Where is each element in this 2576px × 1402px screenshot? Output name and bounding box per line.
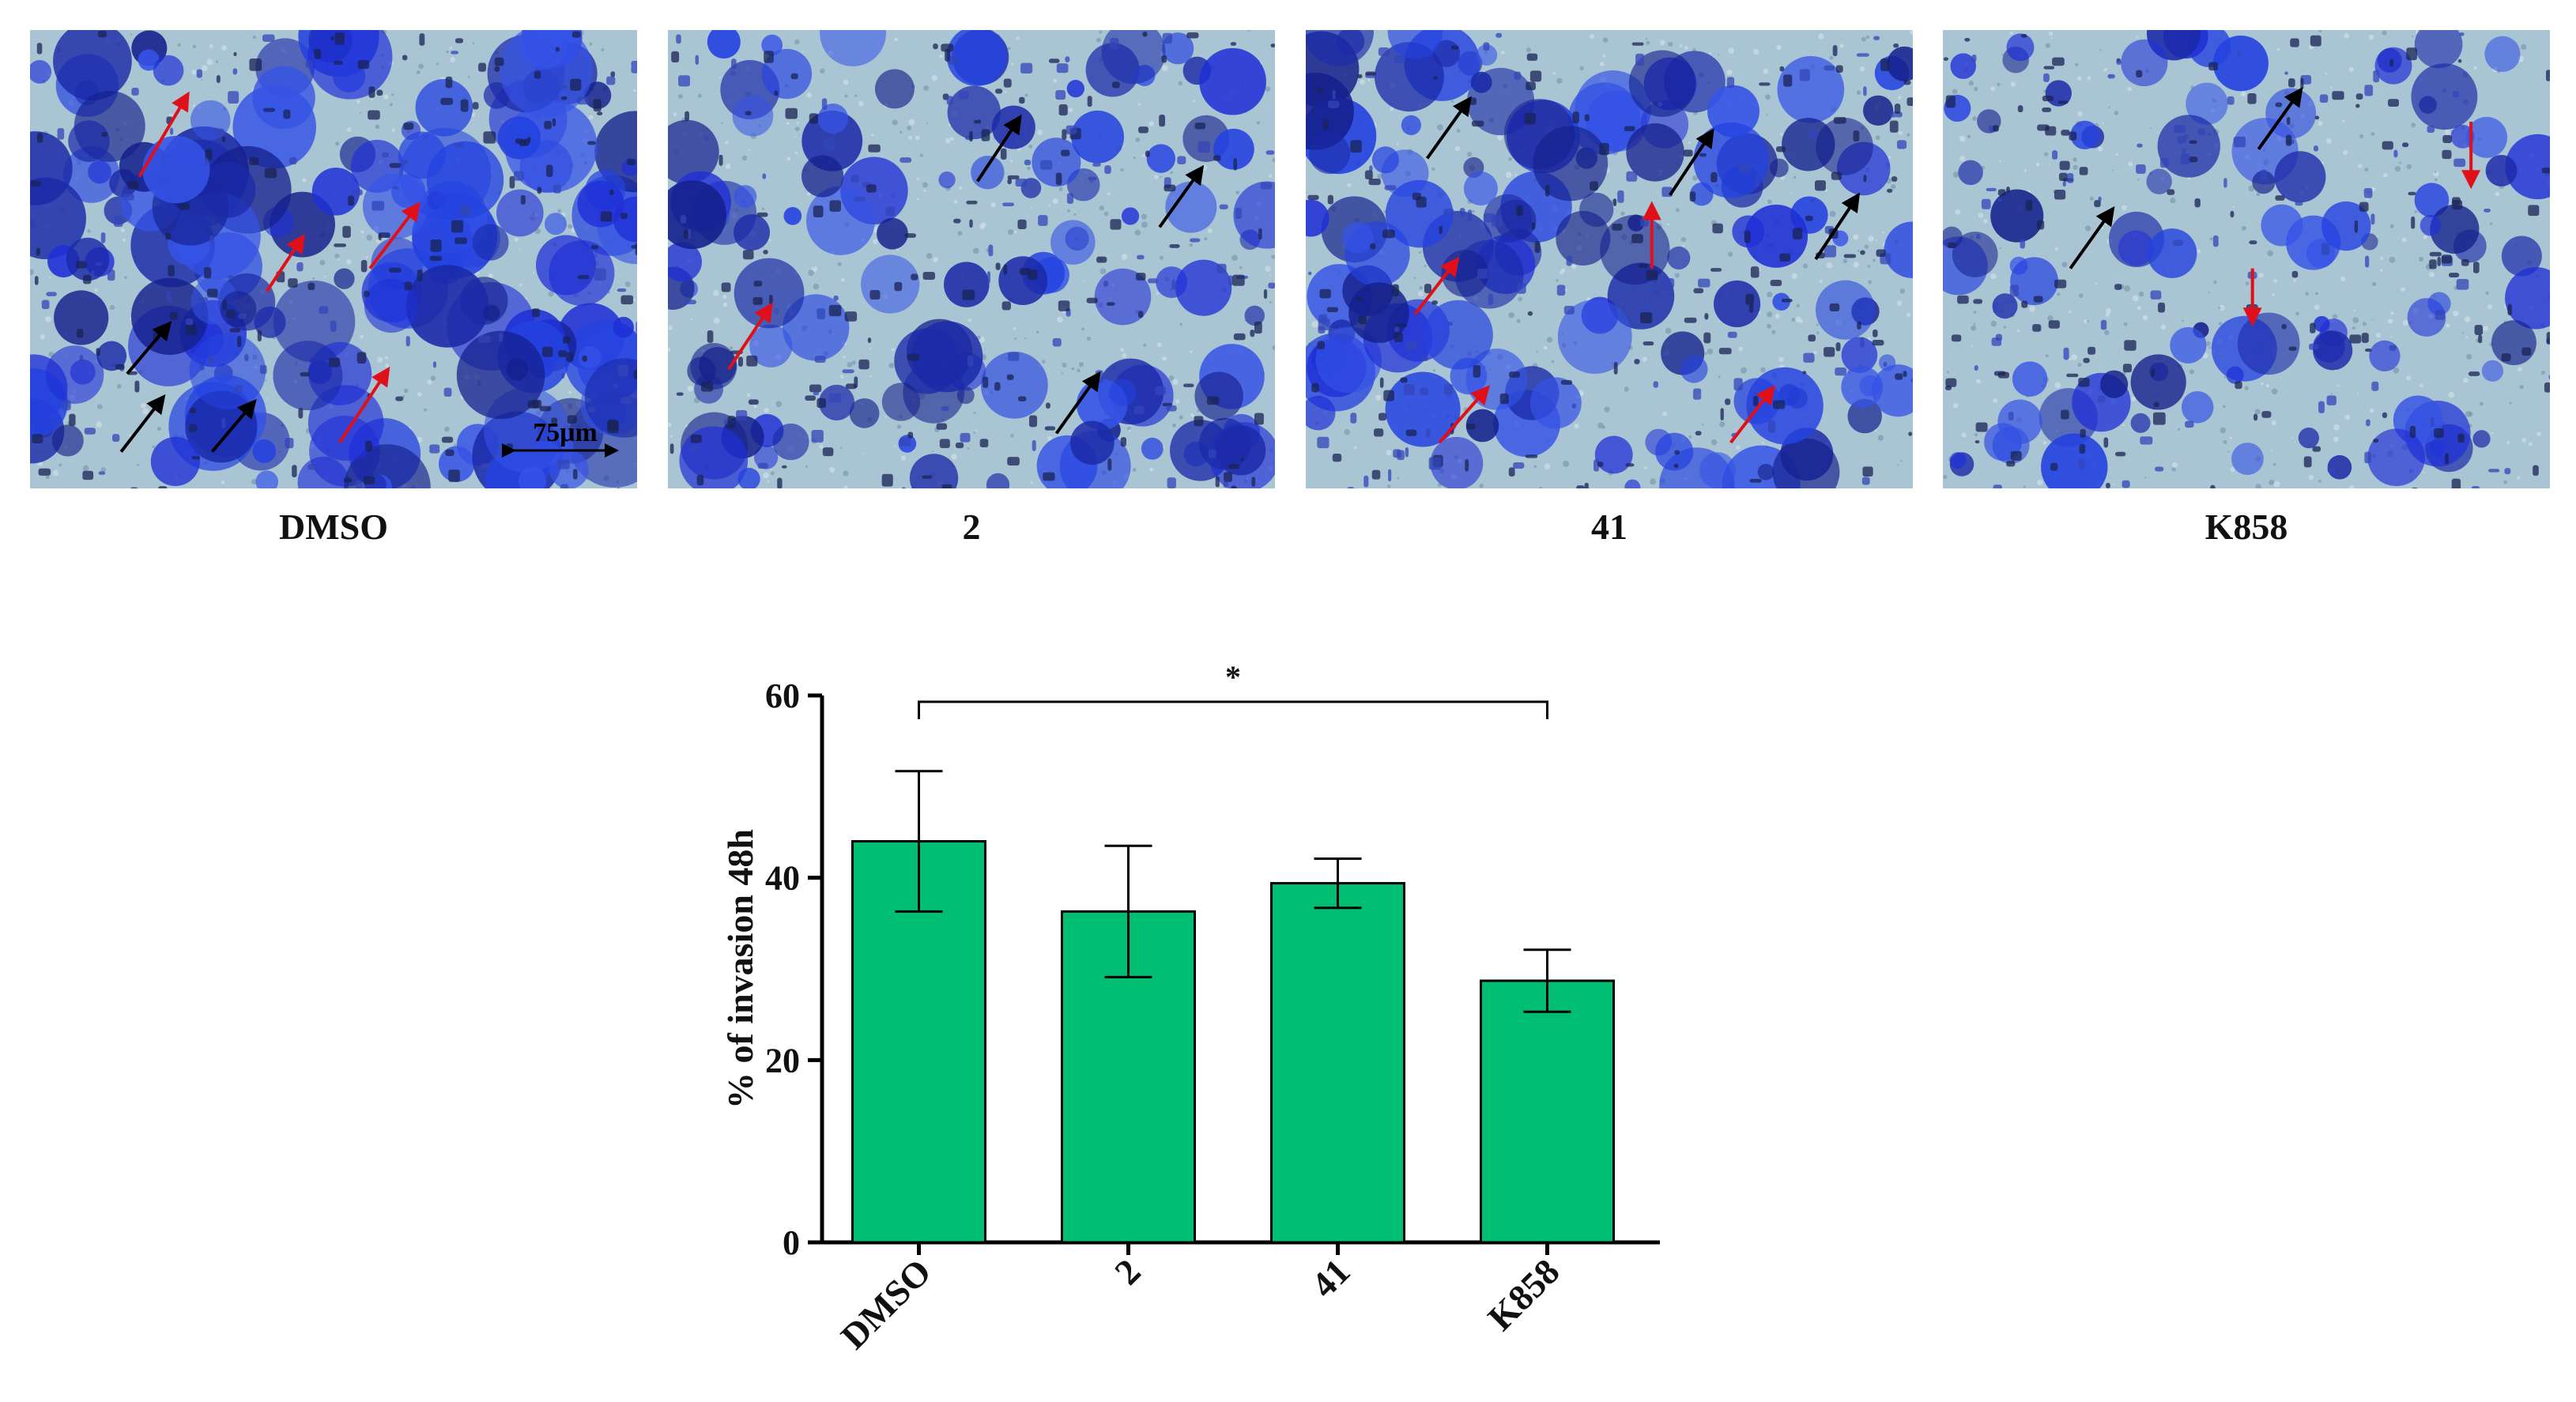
red-arrow <box>368 202 421 269</box>
error-bar <box>1104 844 1152 978</box>
red-arrow <box>1438 385 1491 444</box>
y-tick-label: 20 <box>765 1041 800 1080</box>
black-arrow <box>1814 192 1861 261</box>
red-arrow <box>1413 256 1460 315</box>
error-bar <box>1523 948 1571 1013</box>
bar-41 <box>1270 882 1405 1244</box>
micrograph-k858 <box>1943 30 2550 488</box>
red-arrow <box>265 233 305 292</box>
x-tick-label: DMSO <box>833 1251 939 1357</box>
error-bar <box>1314 857 1362 910</box>
x-tick-label: K858 <box>1480 1251 1567 1338</box>
significance-label: * <box>1225 659 1241 695</box>
black-arrow <box>1669 128 1714 196</box>
red-arrow <box>1729 385 1775 444</box>
panel-label: DMSO <box>279 507 388 547</box>
black-arrow <box>1158 164 1205 228</box>
panel-label: K858 <box>2204 507 2288 547</box>
panel-label: 41 <box>1591 507 1627 547</box>
red-arrow <box>138 91 190 178</box>
y-tick-label: 40 <box>765 859 800 898</box>
error-bar <box>895 770 943 913</box>
black-arrow <box>2257 87 2303 150</box>
bar-k858 <box>1480 979 1615 1244</box>
black-arrow <box>1054 371 1101 435</box>
scale-bar: 75μm <box>502 418 619 458</box>
y-tick-label: 60 <box>765 677 800 715</box>
x-tick-label: 41 <box>1303 1251 1358 1306</box>
svg-text:75μm: 75μm <box>533 418 598 447</box>
black-arrow <box>1425 96 1472 160</box>
x-tick-label: 2 <box>1107 1251 1148 1292</box>
micrograph-2 <box>668 30 1275 488</box>
y-tick-label: 0 <box>783 1223 800 1262</box>
black-arrow <box>976 114 1022 183</box>
black-arrow <box>2069 205 2115 269</box>
micrograph-41 <box>1306 30 1913 488</box>
micrograph-dmso: 75μm <box>30 30 637 488</box>
black-arrow <box>119 394 166 453</box>
panel-label: 2 <box>962 507 981 547</box>
red-arrow <box>338 366 390 444</box>
black-arrow <box>126 321 172 375</box>
significance-bracket <box>918 700 1548 719</box>
black-arrow <box>210 398 257 453</box>
red-arrow <box>727 302 773 371</box>
y-axis-title: % of invasion 48h <box>720 829 760 1109</box>
